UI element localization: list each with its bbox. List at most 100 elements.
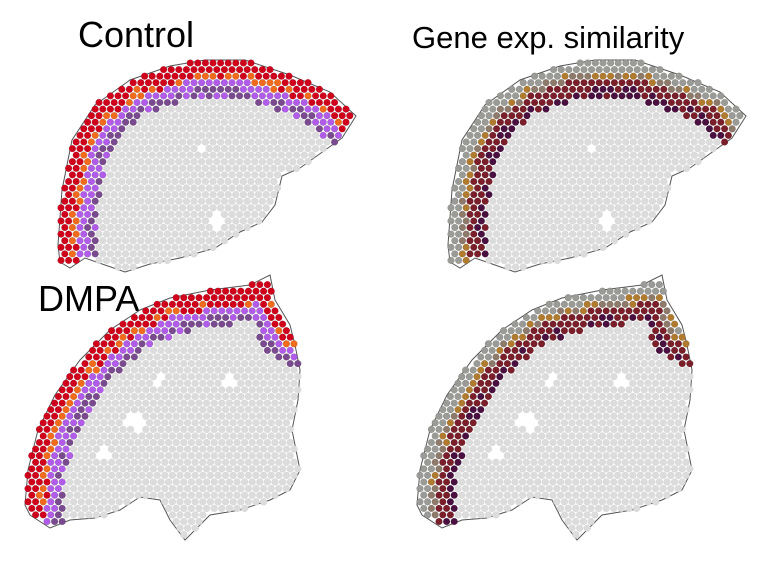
dmpa-similarity-spot [625,386,633,394]
control-cluster-spot [342,105,350,113]
dmpa-similarity-spot [446,392,455,401]
control-cluster-spot [281,131,289,140]
control-cluster-spot [99,171,107,179]
control-cluster-spot [144,131,153,140]
dmpa-similarity-spot [591,419,599,427]
control-cluster-spot [171,125,179,133]
dmpa-similarity-spot [572,465,580,473]
control-cluster-spot [102,138,111,146]
control-cluster-spot [186,72,194,80]
dmpa-similarity-spot [541,346,550,355]
control-cluster-spot [228,65,236,74]
control-cluster-spot [285,138,293,146]
dmpa-similarity-spot [469,485,477,493]
control-cluster-spot [258,79,267,87]
dmpa-similarity-spot [450,386,458,394]
control-cluster-spot [156,98,164,107]
control-cluster-spot [331,138,339,146]
control-cluster-spot [304,92,312,100]
dmpa-similarity-spot [545,300,553,308]
dmpa-similarity-spot [598,471,607,480]
dmpa-similarity-spot [613,392,622,401]
dmpa-similarity-spot [450,478,458,486]
dmpa-similarity-spot [530,366,538,374]
dmpa-similarity-spot [587,386,595,394]
dmpa-similarity-spot [640,346,648,355]
dmpa-similarity-spot [568,366,576,374]
dmpa-similarity-spot [579,294,588,302]
dmpa-similarity-spot [515,392,523,401]
control-cluster-spot [209,98,217,107]
dmpa-similarity-spot [606,353,614,361]
dmpa-similarity-spot [632,346,641,355]
dmpa-similarity-spot [424,485,432,493]
dmpa-similarity-spot [515,379,523,387]
control-label: Control [78,14,195,55]
control-cluster-spot [312,105,320,113]
dmpa-similarity-spot [530,353,538,361]
dmpa-similarity-spot [530,327,538,335]
dmpa-similarity-spot [488,465,496,473]
dmpa-similarity-spot [541,491,550,499]
dmpa-similarity-spot [613,445,622,453]
dmpa-similarity-spot [443,412,451,420]
control-cluster-spot [152,131,160,140]
dmpa-similarity-spot [496,360,504,368]
control-cluster-spot [220,131,229,140]
dmpa-similarity-spot [534,307,542,315]
dmpa-similarity-spot [606,327,614,335]
control-cluster-spot [148,138,156,146]
dmpa-similarity-spot [575,485,584,493]
dmpa-similarity-spot [564,491,572,499]
control-cluster-spot [160,145,168,153]
dmpa-similarity-spot [530,406,538,414]
dmpa-similarity-spot [564,438,572,447]
control-cluster-spot [95,125,103,133]
dmpa-similarity-spot [556,360,565,368]
control-cluster-spot [148,177,156,186]
dmpa-similarity-spot [537,458,546,466]
dmpa-similarity-spot [443,425,451,434]
control-cluster-spot [239,151,248,159]
dmpa-similarity-spot [465,478,474,486]
dmpa-similarity-spot [663,320,671,328]
dmpa-similarity-spot [435,452,443,460]
control-cluster-spot [217,72,225,80]
control-cluster-spot [125,112,133,120]
dmpa-similarity-spot [541,386,550,394]
control-cluster-spot [91,145,99,153]
control-cluster-spot [175,105,183,113]
control-cluster-spot [182,105,191,113]
dmpa-similarity-spot [484,511,493,519]
dmpa-similarity-spot [667,340,675,348]
dmpa-similarity-spot [553,432,561,440]
dmpa-similarity-spot [621,313,629,322]
dmpa-similarity-spot [469,511,477,519]
control-cluster-spot [198,118,206,126]
dmpa-similarity-spot [507,406,515,414]
dmpa-similarity-spot [655,346,664,355]
dmpa-similarity-spot [503,465,512,473]
dmpa-similarity-spot [598,445,607,453]
dmpa-similarity-spot [553,340,561,348]
control-cluster-spot [304,131,312,140]
dmpa-similarity-spot [541,425,550,434]
control-cluster-spot [300,151,308,159]
control-cluster-spot [125,151,133,159]
dmpa-similarity-spot [613,366,622,374]
dmpa-similarity-spot [579,412,588,420]
control-cluster-spot [232,151,240,159]
control-cluster-spot [213,131,221,140]
dmpa-similarity-spot [473,491,481,499]
control-cluster-spot [236,158,244,166]
dmpa-similarity-spot [530,458,538,466]
dmpa-similarity-spot [602,386,610,394]
control-cluster-spot [251,105,259,113]
control-cluster-spot [190,65,198,74]
control-cluster-spot [312,92,320,100]
dmpa-similarity-spot [518,399,527,407]
dmpa-similarity-spot [648,307,656,315]
control-cluster-spot [239,138,248,146]
dmpa-similarity-spot [511,491,519,499]
dmpa-similarity-spot [613,485,622,493]
